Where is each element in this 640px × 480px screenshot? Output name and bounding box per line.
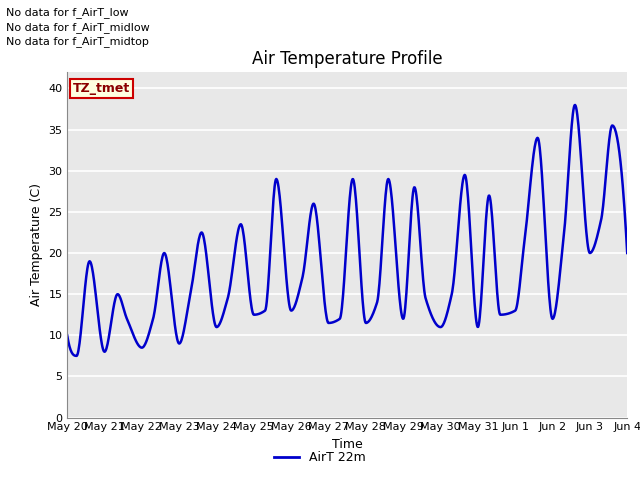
Title: Air Temperature Profile: Air Temperature Profile: [252, 49, 442, 68]
Text: TZ_tmet: TZ_tmet: [73, 82, 130, 95]
Y-axis label: Air Temperature (C): Air Temperature (C): [29, 183, 43, 306]
Legend: AirT 22m: AirT 22m: [269, 446, 371, 469]
Text: No data for f_AirT_midlow: No data for f_AirT_midlow: [6, 22, 150, 33]
Text: No data for f_AirT_midtop: No data for f_AirT_midtop: [6, 36, 149, 47]
Text: No data for f_AirT_low: No data for f_AirT_low: [6, 7, 129, 18]
X-axis label: Time: Time: [332, 438, 363, 451]
